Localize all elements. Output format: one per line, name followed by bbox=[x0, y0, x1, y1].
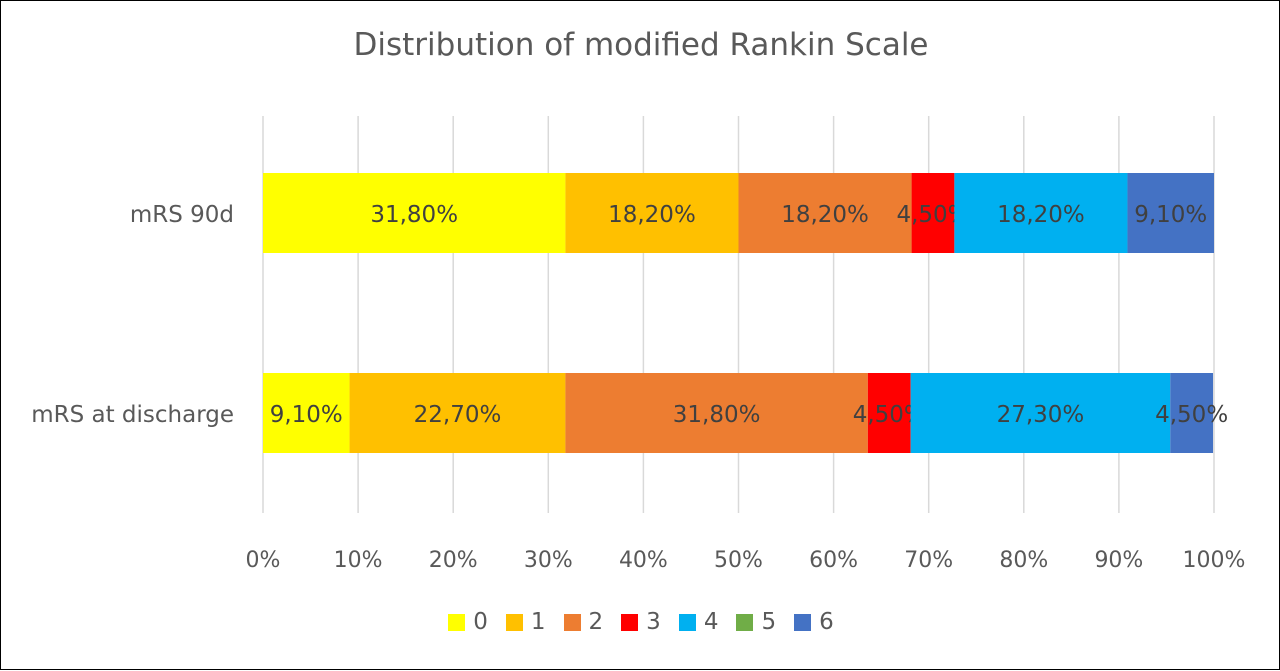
bar-segment bbox=[954, 173, 1128, 253]
bar-segment bbox=[263, 173, 566, 253]
legend-item: 4 bbox=[678, 609, 719, 635]
bar-segment bbox=[738, 173, 912, 253]
bar-segment bbox=[349, 373, 566, 453]
data-label: 4,50% bbox=[1155, 402, 1228, 428]
data-label: 31,80% bbox=[370, 202, 458, 228]
legend-label: 3 bbox=[646, 609, 661, 635]
bar-segment bbox=[565, 373, 868, 453]
legend-swatch bbox=[736, 613, 754, 631]
legend-item: 1 bbox=[505, 609, 546, 635]
legend-swatch bbox=[621, 613, 639, 631]
data-label: 27,30% bbox=[997, 402, 1085, 428]
legend-label: 2 bbox=[588, 609, 604, 635]
x-tick-label: 100% bbox=[1183, 548, 1246, 573]
data-label: 31,80% bbox=[673, 402, 761, 428]
legend-swatch bbox=[678, 613, 696, 631]
x-tick-label: 50% bbox=[714, 548, 763, 573]
x-tick-label: 70% bbox=[904, 548, 953, 573]
legend-swatch bbox=[563, 613, 581, 631]
x-tick-label: 90% bbox=[1094, 548, 1143, 573]
bar-segment bbox=[867, 373, 911, 453]
legend-item: 2 bbox=[563, 609, 604, 635]
legend-label: 0 bbox=[473, 609, 488, 635]
legend-item: 5 bbox=[736, 609, 776, 635]
category-label: mRS 90d bbox=[130, 202, 234, 228]
data-label: 18,20% bbox=[997, 202, 1085, 228]
data-label: 18,20% bbox=[781, 202, 869, 228]
legend-label: 1 bbox=[530, 609, 546, 635]
data-label: 22,70% bbox=[414, 402, 502, 428]
x-tick-label: 10% bbox=[334, 548, 383, 573]
bar-segment bbox=[1170, 373, 1214, 453]
x-tick-label: 0% bbox=[246, 548, 281, 573]
legend-swatch bbox=[794, 613, 812, 631]
bar-segment bbox=[910, 373, 1171, 453]
legend-item: 6 bbox=[794, 609, 834, 635]
chart-legend: 0 1 2 3 4 5 6 bbox=[1, 609, 1280, 635]
bar-segment bbox=[263, 373, 350, 453]
legend-label: 5 bbox=[761, 609, 777, 635]
x-tick-label: 80% bbox=[999, 548, 1048, 573]
data-label: 9,10% bbox=[270, 402, 343, 428]
x-tick-label: 30% bbox=[524, 548, 573, 573]
legend-label: 4 bbox=[703, 609, 719, 635]
chart-title: Distribution of modified Rankin Scale bbox=[353, 27, 929, 63]
legend-swatch bbox=[505, 613, 523, 631]
legend-label: 6 bbox=[819, 609, 834, 635]
bar-segment bbox=[911, 173, 955, 253]
data-label: 18,20% bbox=[608, 202, 696, 228]
x-tick-label: 60% bbox=[809, 548, 858, 573]
x-tick-label: 40% bbox=[619, 548, 668, 573]
legend-item: 3 bbox=[621, 609, 661, 635]
category-label: mRS at discharge bbox=[31, 402, 234, 428]
legend-item: 0 bbox=[448, 609, 488, 635]
bar-segment bbox=[565, 173, 739, 253]
x-tick-label: 20% bbox=[429, 548, 478, 573]
legend-swatch bbox=[448, 613, 466, 631]
bar-segment bbox=[1127, 173, 1214, 253]
data-label: 9,10% bbox=[1134, 202, 1207, 228]
